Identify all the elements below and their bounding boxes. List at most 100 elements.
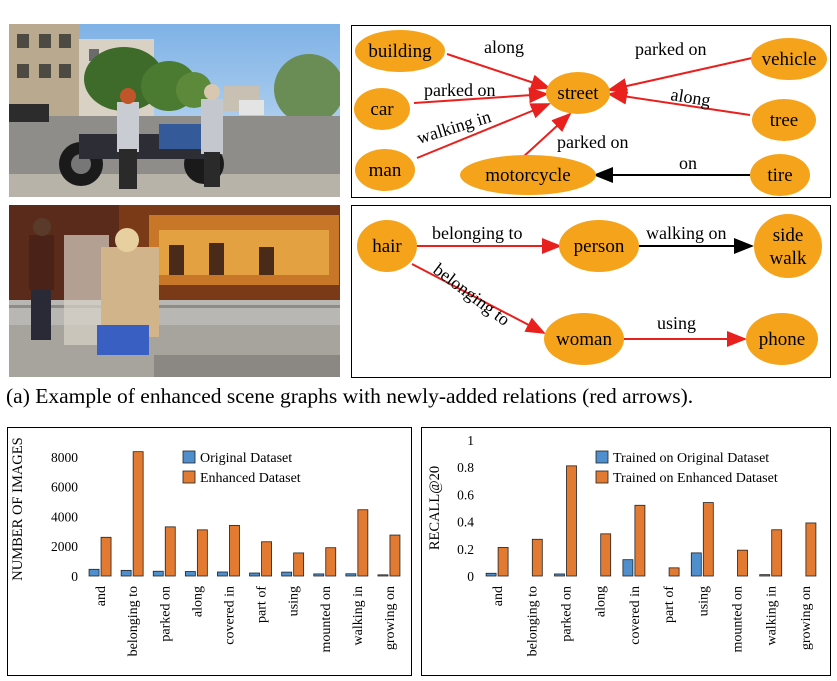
- edge-building-street: [446, 53, 551, 90]
- x-category-label: belonging to: [525, 586, 540, 656]
- edge-man-street: [416, 103, 551, 159]
- node-building-label: building: [368, 41, 432, 62]
- street-motorcycle-photo: [9, 24, 340, 197]
- legend-label-enhanced: Enhanced Dataset: [200, 471, 301, 486]
- x-category-label: part of: [255, 586, 270, 623]
- bar-enhanced: [261, 541, 272, 577]
- bar-enhanced: [325, 547, 337, 577]
- bar-enhanced: [132, 451, 144, 577]
- woman-phone-photo: [9, 205, 340, 377]
- y-axis-title: NUMBER OF IMAGES: [10, 437, 26, 580]
- y-axis-title: RECALL@20: [427, 466, 443, 550]
- bar-enhanced: [531, 538, 543, 577]
- bar-enhanced: [164, 526, 176, 577]
- bar-enhanced: [600, 533, 612, 577]
- label-along-1: along: [484, 37, 524, 57]
- bar-enhanced: [229, 524, 240, 577]
- node-street-label: street: [557, 83, 599, 104]
- node-man-label: man: [369, 160, 402, 181]
- node-sidewalk-label-walk: walk: [770, 248, 807, 269]
- label-on: on: [679, 153, 697, 173]
- label-parked-on-2: parked on: [557, 132, 628, 152]
- x-category-label: parked on: [560, 586, 575, 642]
- node-man: [355, 149, 415, 191]
- node-car: [354, 88, 410, 130]
- bar-original: [217, 571, 228, 577]
- y-tick-label: 0: [71, 569, 78, 584]
- node-car-label: car: [370, 99, 394, 120]
- edge-car-street: [413, 87, 549, 104]
- x-category-label: and: [94, 586, 109, 606]
- chart-number-of-images: 0 2000 4000 6000 8000 NUMBER OF IMAGES and belo…: [7, 427, 412, 676]
- scene-graph-person: hair person side walk woman phone belong…: [351, 205, 831, 378]
- bar-original: [345, 573, 357, 577]
- bar-enhanced: [497, 547, 509, 577]
- x-category-label: part of: [662, 586, 677, 623]
- bar-enhanced: [771, 529, 783, 577]
- node-tree: [752, 99, 816, 141]
- legend-label-original: Original Dataset: [200, 451, 292, 466]
- x-category-label: covered in: [222, 586, 237, 645]
- bar-enhanced: [389, 534, 401, 577]
- label-along-2: along: [669, 84, 712, 110]
- node-person: [559, 220, 639, 272]
- node-phone-label: phone: [759, 329, 805, 350]
- bar-original: [485, 572, 497, 577]
- x-category-label: using: [287, 586, 302, 616]
- x-category-label: growing on: [799, 586, 814, 650]
- y-tick-label: 0: [467, 569, 474, 584]
- bar-enhanced: [293, 552, 305, 577]
- bar-original: [120, 569, 132, 577]
- node-person-label: person: [574, 236, 625, 257]
- y-tick-label: 8000: [51, 450, 78, 465]
- bar-original: [184, 571, 196, 577]
- node-woman-label: woman: [556, 329, 612, 350]
- figure-caption: (a) Example of enhanced scene graphs wit…: [6, 384, 694, 408]
- label-walking-on: walking on: [646, 223, 727, 243]
- edge-hair-woman: [411, 263, 546, 334]
- node-motorcycle-label: motorcycle: [485, 165, 570, 186]
- label-using: using: [657, 313, 696, 333]
- node-tire-label: tire: [767, 165, 792, 186]
- x-category-label: growing on: [383, 586, 398, 650]
- x-category-label: along: [190, 586, 205, 617]
- node-vehicle: [751, 38, 827, 80]
- label-belonging-to-1: belonging to: [432, 223, 523, 243]
- node-sidewalk-label-side: side: [773, 225, 804, 246]
- bar-original: [249, 572, 260, 577]
- node-vehicle-label: vehicle: [762, 49, 817, 70]
- node-hair: [357, 220, 417, 272]
- bar-original: [554, 573, 565, 577]
- node-tree-label: tree: [770, 110, 798, 131]
- x-category-label: belonging to: [126, 586, 141, 656]
- bar-enhanced: [100, 536, 112, 577]
- node-woman: [544, 313, 624, 365]
- x-category-label: walking in: [351, 586, 366, 646]
- bar-enhanced: [737, 549, 748, 577]
- scene-graph-street: building car man street motorcycle vehic…: [351, 25, 831, 198]
- label-walking-in: walking in: [414, 106, 493, 147]
- y-tick-label: 4000: [51, 509, 78, 524]
- bar-original: [690, 552, 702, 577]
- bar-enhanced: [702, 502, 714, 577]
- y-tick-label: 0.8: [457, 460, 474, 475]
- x-category-label: using: [696, 586, 711, 616]
- edge-motorcycle-street: [521, 112, 572, 159]
- x-category-label: walking in: [765, 586, 780, 646]
- bar-enhanced: [805, 522, 817, 577]
- node-phone: [746, 313, 818, 365]
- y-tick-label: 2000: [51, 539, 78, 554]
- legend-label-enhanced: Trained on Enhanced Dataset: [613, 471, 778, 486]
- x-category-label: covered in: [628, 586, 643, 645]
- node-building: [355, 30, 445, 72]
- bar-enhanced: [668, 567, 680, 577]
- bar-enhanced: [566, 465, 577, 577]
- bar-original: [377, 574, 389, 577]
- node-tire: [750, 154, 810, 196]
- legend-label-original: Trained on Original Dataset: [613, 451, 769, 466]
- label-belonging-to-2: belonging to: [430, 259, 514, 329]
- bar-original: [88, 568, 100, 577]
- edge-vehicle-street: [607, 57, 753, 94]
- label-parked-on-1: parked on: [424, 80, 495, 100]
- y-tick-label: 0.4: [457, 515, 474, 530]
